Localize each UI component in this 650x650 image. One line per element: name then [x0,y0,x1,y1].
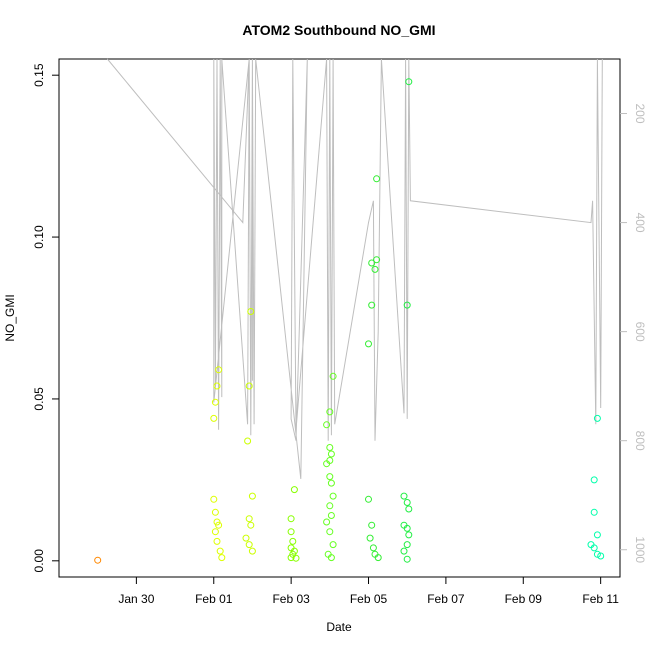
chart-title: ATOM2 Southbound NO_GMI [242,22,435,38]
x-tick-label: Feb 03 [272,592,310,606]
data-point [245,541,253,549]
data-point [403,524,411,532]
data-point [329,372,337,380]
data-point [213,382,221,390]
y-tick-label: 0.00 [32,549,46,573]
data-point [374,554,382,562]
right-tick-label: 1000 [633,536,647,563]
data-point [211,528,219,536]
data-point [244,437,252,445]
data-point [215,521,223,529]
data-point [211,508,219,516]
data-point [373,175,381,183]
data-point [289,537,297,545]
data-point [247,521,255,529]
pressure-line [107,58,603,479]
data-point [326,408,334,416]
data-point [405,531,413,539]
data-point [327,554,335,562]
data-point [94,556,102,564]
right-tick-label: 600 [633,322,647,342]
x-axis: Jan 30 Feb 01 Feb 03 Feb 05 Feb 07 Feb 09 Feb … [118,577,619,606]
data-point [400,547,408,555]
data-point [590,476,598,484]
data-point [326,502,334,510]
x-axis-label: Date [326,620,352,634]
data-point [368,259,376,267]
data-point [216,547,224,555]
data-point [403,541,411,549]
x-tick-label: Jan 30 [118,592,154,606]
x-tick-label: Feb 01 [195,592,233,606]
data-point [593,550,601,558]
data-point [287,515,295,523]
data-point [365,495,372,503]
data-point [329,492,337,500]
data-point [371,265,379,273]
right-tick-label: 400 [633,213,647,233]
data-point [247,308,255,315]
data-point [287,554,295,562]
data-point [248,492,256,500]
data-point [326,444,334,451]
data-point [323,421,331,429]
data-point [211,398,219,406]
data-point [373,256,381,264]
y-tick-label: 0.10 [32,225,46,249]
data-point [210,414,218,422]
data-point [368,521,376,529]
x-tick-label: Feb 11 [582,592,619,606]
data-point [215,366,223,374]
right-tick-label: 200 [633,104,647,124]
data-point [590,544,598,552]
data-point [248,547,256,555]
data-point [213,537,221,545]
x-tick-label: Feb 07 [427,592,465,606]
data-point [365,340,372,348]
y-tick-label: 0.05 [32,387,46,411]
data-point [403,499,411,506]
data-point [242,534,250,542]
data-point [218,554,226,562]
data-point [326,473,334,481]
y-axis-label: NO_GMI [3,294,17,341]
data-point [329,541,337,549]
data-point [210,495,218,503]
data-point [400,492,408,500]
plot-area [58,58,621,578]
data-point [292,554,300,562]
data-point [326,528,334,536]
data-point [369,544,377,552]
data-point [403,555,411,563]
pressure-series [107,58,603,479]
right-axis: 200 400 600 800 1000 [620,104,647,563]
data-point [590,508,598,516]
data-point [366,534,374,542]
data-point [245,515,253,523]
data-point [327,479,335,487]
data-point [405,505,413,513]
data-point [368,301,376,309]
data-point [405,78,413,86]
data-point [290,486,298,494]
y-tick-label: 0.15 [32,63,46,87]
data-point [323,460,331,468]
data-point [287,528,295,536]
data-point [597,552,605,560]
x-tick-label: Feb 05 [350,592,388,606]
plot-frame [58,58,621,578]
data-point [593,531,601,539]
data-point [327,512,335,519]
right-tick-label: 800 [633,431,647,451]
x-tick-label: Feb 09 [505,592,543,606]
y-axis: 0.00 0.05 0.10 0.15 [32,63,59,572]
data-point [327,450,335,458]
data-point [403,301,411,309]
points-layer [94,78,605,564]
data-point [323,518,331,526]
data-point [245,382,253,390]
data-point [593,414,601,422]
